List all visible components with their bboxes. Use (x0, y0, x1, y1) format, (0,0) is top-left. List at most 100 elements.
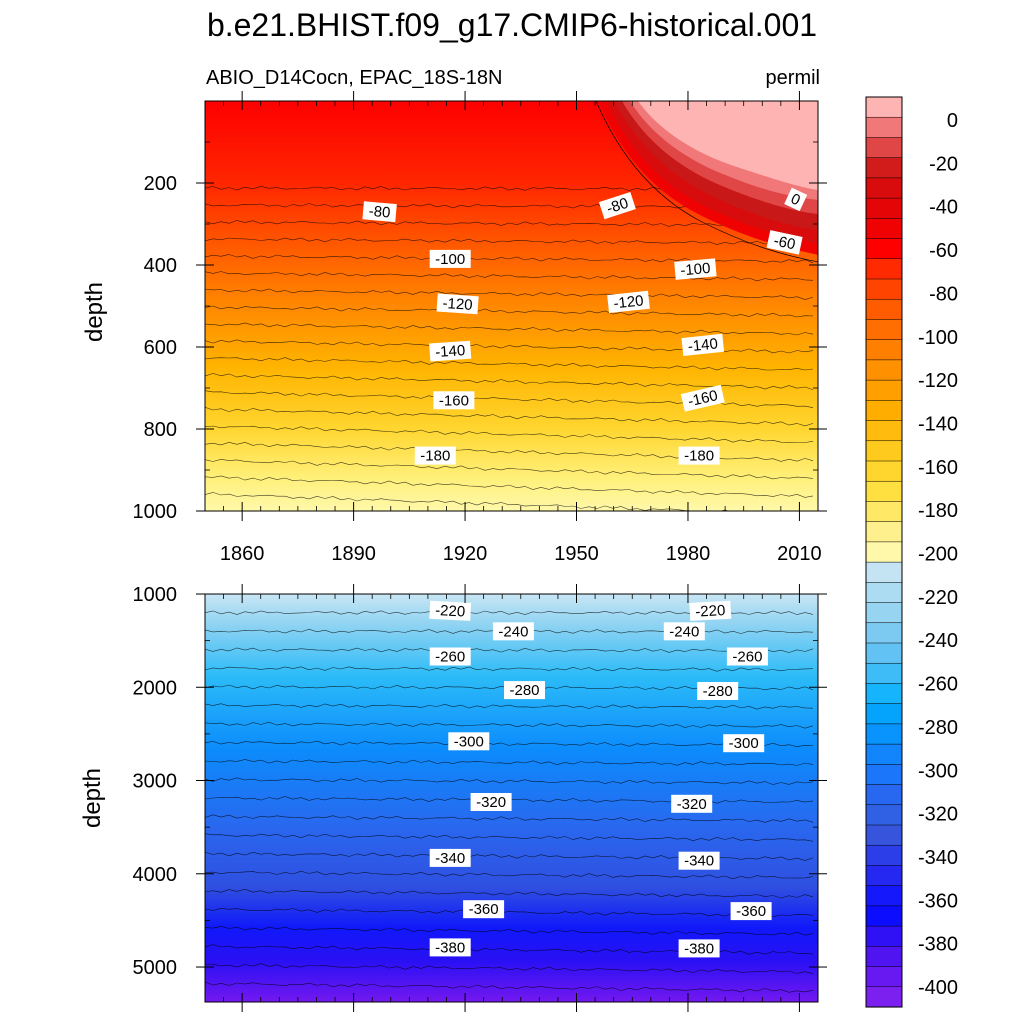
contour-label-box (504, 681, 545, 700)
y-tick-label: 800 (144, 419, 177, 441)
contour-label-text: -300 (729, 735, 759, 752)
upper-contour-labels: -80 -80 -100 -100 -120 -120 -140 -140 -160 -160 -1… (362, 187, 808, 465)
colorbar-box (865, 582, 903, 604)
contour-line (205, 373, 814, 390)
colorbar-box (865, 662, 903, 684)
subtitle-right: permil (766, 67, 820, 89)
colorbar-box (865, 501, 903, 523)
colorbar-box (865, 258, 903, 280)
colorbar-label: -380 (918, 934, 958, 956)
contour-label-text: -220 (435, 602, 466, 621)
contour-label: -280 (504, 681, 545, 700)
x-tick-label: 1980 (666, 543, 711, 565)
colorbar-label: -260 (918, 674, 958, 696)
contour-label-text: -360 (736, 903, 766, 920)
contour-line (205, 305, 814, 318)
contour-label-box (607, 290, 650, 313)
contour-label-text: -180 (684, 448, 714, 465)
colorbar-labels: 0 -20 -40 -60 -80 -100 -120 -140 -160 -180 -200 -22… (918, 110, 958, 999)
x-tick-label: 2010 (777, 543, 822, 565)
colorbar-box (865, 946, 903, 968)
contour-label: -140 (681, 333, 725, 356)
colorbar-box (865, 844, 903, 866)
contour-line (205, 888, 814, 899)
contour-label-box (414, 446, 456, 465)
x-tick-labels: 1860 1890 1920 1950 1980 2010 (220, 543, 822, 565)
colorbar-label: -300 (918, 760, 958, 782)
colorbar-box (865, 521, 903, 543)
y-tick-label: 200 (144, 173, 177, 195)
colorbar: 0 -20 -40 -60 -80 -100 -120 -140 -160 -180 -200 -22… (865, 96, 958, 1008)
contour-label-text: -380 (684, 940, 714, 957)
colorbar-box (865, 925, 903, 947)
contour-label-text: -80 (368, 203, 391, 222)
colorbar-label: -360 (918, 890, 958, 912)
contour-label-box (678, 939, 720, 958)
colorbar-label: 0 (947, 110, 958, 132)
contour-label-box (674, 258, 717, 280)
colorbar-box (865, 804, 903, 826)
contour-label-box (429, 249, 471, 268)
colorbar-label: -180 (918, 500, 958, 522)
x-tick-label: 1950 (554, 543, 599, 565)
contour-label-text: -280 (703, 683, 733, 700)
colorbar-box (865, 379, 903, 401)
lower-contour-labels: -220 -220 -240 -240 -260 -260 -280 -280 -300 -300… (429, 600, 772, 958)
contour-label-text: -320 (677, 796, 707, 813)
colorbar-label: -320 (918, 804, 958, 826)
colorbar-box (865, 218, 903, 240)
contour-label-text: -360 (469, 901, 499, 918)
colorbar-box (865, 784, 903, 806)
y-tick-label: 600 (144, 337, 177, 359)
contour-line (205, 777, 814, 785)
contour-label-box (598, 191, 636, 220)
colorbar-label: -20 (929, 153, 958, 175)
contour-line (205, 425, 814, 443)
contour-label: -120 (607, 290, 650, 313)
upper-ylabel: depth (81, 282, 108, 342)
contour-line (205, 740, 814, 748)
colorbar-box (865, 440, 903, 462)
colorbar-boxes (865, 96, 903, 1008)
contour-label-text: -140 (687, 335, 719, 355)
colorbar-frame (865, 96, 903, 1008)
contour-label: -360 (730, 902, 772, 921)
contour-label-text: -60 (772, 232, 797, 253)
contour-label: -80 (598, 191, 636, 220)
colorbar-box (865, 703, 903, 725)
colorbar-box (865, 298, 903, 320)
colorbar-box (865, 683, 903, 705)
corner-peak (638, 101, 818, 190)
lower-panel: -220 -220 -240 -240 -260 -260 -280 -280 -300 -300… (79, 584, 827, 1012)
contour-label-box (429, 340, 472, 362)
contour-label-text: -160 (686, 387, 719, 410)
contour-label-box (680, 384, 725, 412)
contour-label-text: -380 (435, 939, 465, 956)
colorbar-label: -60 (929, 240, 958, 262)
upper-bomb-corner (595, 101, 818, 263)
contour-label: -180 (414, 446, 456, 465)
contour-line (205, 870, 814, 880)
contour-line (205, 666, 814, 672)
colorbar-box (865, 642, 903, 664)
contour-label-box (697, 682, 739, 700)
contour-line (205, 703, 814, 710)
contour-label-text: -140 (435, 342, 466, 361)
upper-panel: -80 -80 -100 -100 -120 -120 -140 -140 -160 -160 -1… (81, 91, 827, 565)
contour-label: -220 (429, 600, 472, 621)
contour-label-box (492, 622, 534, 641)
subtitle-left: ABIO_D14Cocn, EPAC_18S-18N (206, 67, 502, 89)
colorbar-box (865, 278, 903, 300)
contour-label-text: -240 (669, 623, 699, 640)
contour-label: -180 (678, 446, 720, 465)
lower-ticks (196, 584, 827, 1012)
colorbar-label: -220 (918, 587, 958, 609)
contour-label-box (663, 622, 705, 641)
contour-label-text: -340 (684, 853, 714, 870)
y-tick-label: 1000 (133, 501, 178, 523)
colorbar-box (865, 238, 903, 260)
contour-label-box (429, 600, 472, 621)
colorbar-box (865, 622, 903, 644)
contour-label: -100 (429, 249, 471, 268)
colorbar-label: -400 (918, 977, 958, 999)
